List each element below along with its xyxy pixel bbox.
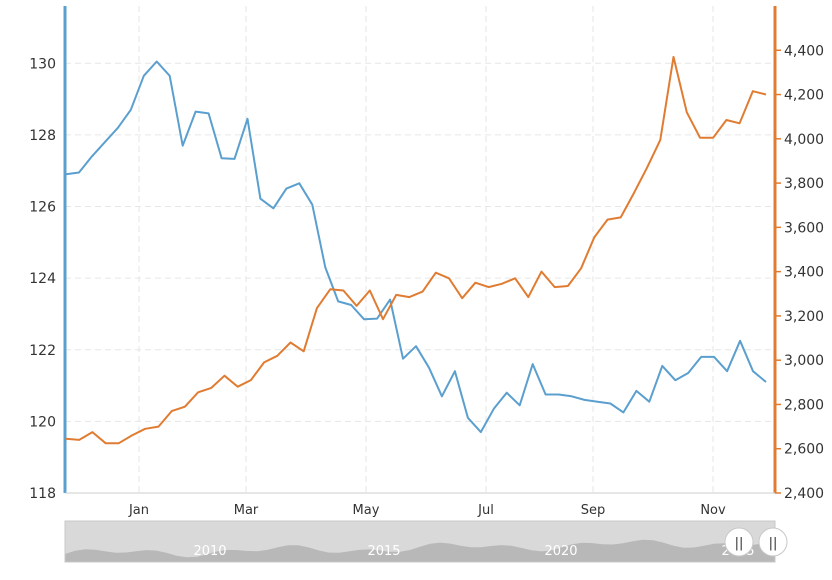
series-line-right-axis bbox=[65, 55, 767, 445]
left-axis-tick-label: 118 bbox=[29, 486, 56, 502]
x-axis-tick-label: May bbox=[353, 503, 380, 518]
right-axis-tick-label: 4,000 bbox=[784, 132, 824, 148]
x-axis-tick-label: Nov bbox=[700, 503, 726, 518]
left-axis-tick-label: 120 bbox=[29, 414, 56, 430]
navigator-right-handle[interactable]: || bbox=[758, 527, 788, 557]
left-axis-tick-label: 122 bbox=[29, 343, 56, 359]
right-axis-tick-label: 3,200 bbox=[784, 309, 824, 325]
navigator-handle-knob[interactable] bbox=[758, 527, 788, 557]
right-axis-tick-label: 4,200 bbox=[784, 88, 824, 104]
series-line-left-axis bbox=[65, 60, 767, 434]
navigator-year-label: 2015 bbox=[367, 544, 400, 559]
x-axis-tick-label: Jul bbox=[477, 503, 494, 518]
navigator-year-label: 2010 bbox=[193, 544, 226, 559]
grip-lines-icon: || bbox=[769, 536, 778, 551]
navigator-left-handle[interactable]: || bbox=[724, 527, 754, 557]
gridlines bbox=[65, 6, 775, 493]
left-axis-tick-label: 130 bbox=[29, 56, 56, 72]
series-lines bbox=[65, 55, 767, 445]
right-axis-tick-label: 3,800 bbox=[784, 176, 824, 192]
tick-labels: 118 120 122 124 126 128 130 2,400 2,600 2,800 3,00… bbox=[29, 43, 824, 518]
left-axis-tick-label: 124 bbox=[29, 271, 56, 287]
x-axis-tick-label: Sep bbox=[581, 503, 606, 518]
right-axis-tick-label: 2,400 bbox=[784, 486, 824, 502]
navigator-mini-series bbox=[65, 539, 775, 562]
right-axis-tick-label: 3,600 bbox=[784, 220, 824, 236]
right-axis-tick-label: 2,600 bbox=[784, 442, 824, 458]
x-axis-tick-label: Mar bbox=[234, 503, 259, 518]
right-axis-tick-label: 3,400 bbox=[784, 265, 824, 281]
navigator-handle-knob[interactable] bbox=[724, 527, 754, 557]
left-axis-tick-label: 126 bbox=[29, 200, 56, 216]
right-axis-tick-label: 3,000 bbox=[784, 353, 824, 369]
range-navigator[interactable]: 2010201520202025|||| bbox=[64, 520, 788, 563]
left-axis-tick-label: 128 bbox=[29, 128, 56, 144]
axes bbox=[63, 6, 781, 494]
grip-lines-icon: || bbox=[735, 536, 744, 551]
x-axis-tick-label: Jan bbox=[128, 503, 149, 518]
right-axis-tick-label: 2,800 bbox=[784, 397, 824, 413]
right-axis-tick-label: 4,400 bbox=[784, 43, 824, 59]
navigator-year-label: 2020 bbox=[544, 544, 577, 559]
